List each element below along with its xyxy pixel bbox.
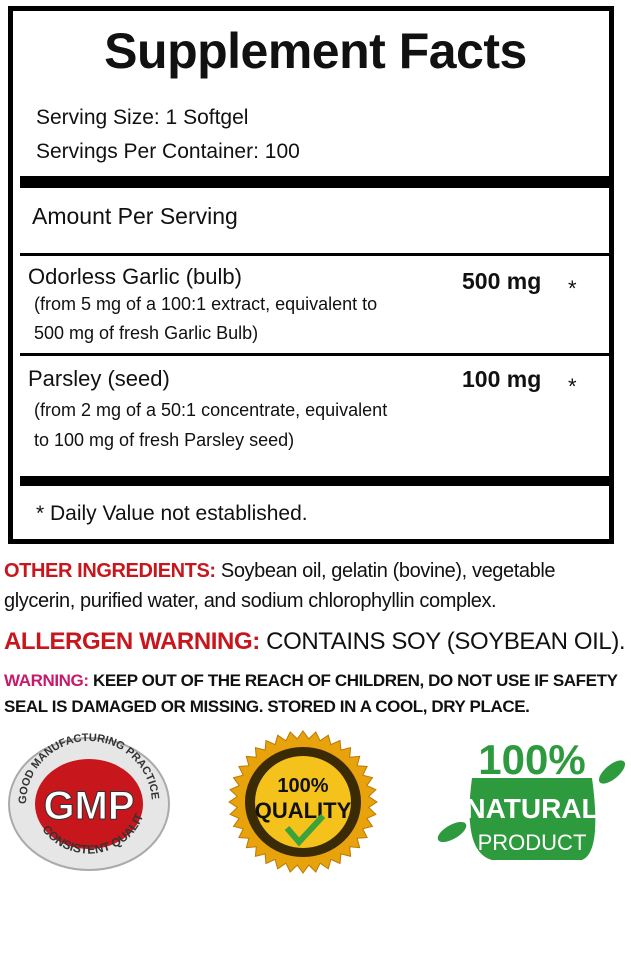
thick-divider: [20, 176, 611, 188]
other-ingredients-text: glycerin, purified water, and sodium chl…: [4, 590, 497, 612]
ingredient-detail: 500 mg of fresh Garlic Bulb): [34, 323, 259, 343]
allergen-label: ALLERGEN WARNING:: [4, 628, 260, 655]
gmp-badge: GOOD MANUFACTURING PRACTICE CONSISTENT Q…: [4, 732, 170, 871]
daily-value-marker: *: [568, 374, 577, 399]
ingredient-name: Odorless Garlic (bulb): [28, 264, 242, 289]
warning-text: PLACE.: [469, 697, 530, 716]
ingredient-detail: (from 2 mg of a 50:1 concentrate, equiva…: [34, 400, 388, 420]
ingredient-amount: 500 mg: [462, 268, 542, 294]
natural-top-text: 100%: [478, 736, 585, 783]
warning-label: WARNING:: [4, 671, 89, 690]
gmp-center-text: GMP: [43, 784, 134, 828]
divider: [20, 353, 611, 356]
natural-bottom-text: PRODUCT: [478, 830, 587, 855]
warning: WARNING: KEEP OUT OF THE REACH OF CHILDR…: [4, 668, 627, 720]
leaf-icon: [437, 821, 467, 843]
amount-per-serving: Amount Per Serving: [32, 203, 238, 229]
warning-text: KEEP OUT OF THE REACH OF CHILDREN, DO NO…: [92, 671, 549, 690]
checkmark-icon: [284, 813, 326, 847]
supplement-facts-panel: [8, 6, 614, 544]
badges-row: GOOD MANUFACTURING PRACTICE CONSISTENT Q…: [4, 728, 627, 876]
daily-value-marker: *: [568, 276, 577, 301]
thick-divider: [20, 476, 611, 486]
divider: [20, 253, 611, 256]
other-ingredients: OTHER INGREDIENTS: Soybean oil, gelatin …: [4, 556, 627, 616]
natural-product-badge: 100% NATURAL PRODUCT: [437, 736, 626, 860]
ingredient-name: Parsley (seed): [28, 366, 170, 391]
leaf-icon: [598, 760, 626, 784]
footnote: * Daily Value not established.: [36, 502, 308, 525]
ingredient-detail: (from 5 mg of a 100:1 extract, equivalen…: [34, 294, 378, 314]
ingredient-detail: to 100 mg of fresh Parsley seed): [34, 430, 295, 450]
panel-title: Supplement Facts: [104, 23, 527, 79]
allergen-text: CONTAINS SOY (SOYBEAN OIL).: [266, 628, 626, 655]
label-text-section: OTHER INGREDIENTS: Soybean oil, gelatin …: [4, 556, 627, 876]
ingredient-amount: 100 mg: [462, 366, 542, 392]
servings-per-container: Servings Per Container: 100: [36, 140, 300, 163]
other-ingredients-text: Soybean oil, gelatin (bovine), vegetable: [220, 560, 556, 582]
warning-text: SAFETY SEAL IS DAMAGED OR MISSING. STORE…: [4, 671, 618, 716]
serving-size: Serving Size: 1 Softgel: [36, 106, 249, 129]
allergen-warning: ALLERGEN WARNING: CONTAINS SOY (SOYBEAN …: [4, 626, 627, 658]
quality-top-text: 100%: [277, 775, 328, 797]
quality-seal: 100% QUALITY: [228, 730, 378, 874]
natural-center-text: NATURAL: [465, 793, 598, 824]
other-ingredients-label: OTHER INGREDIENTS:: [4, 560, 216, 582]
quality-center-text: QUALITY: [255, 798, 352, 823]
